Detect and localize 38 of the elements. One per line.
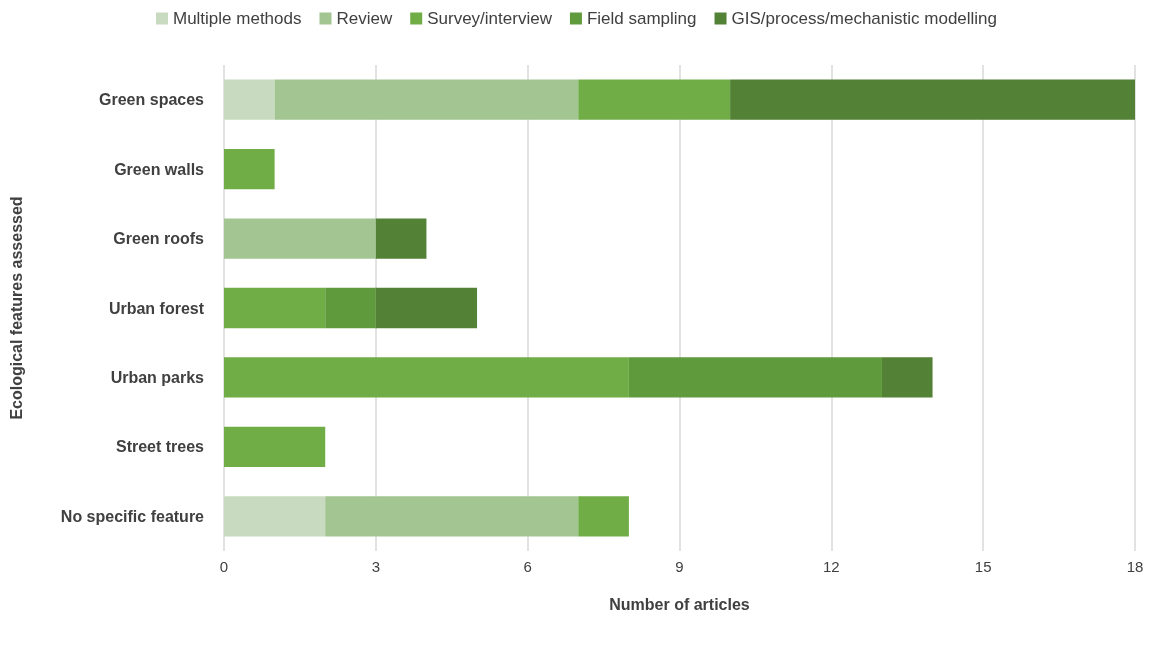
y-tick-label: Green spaces: [99, 91, 205, 109]
x-tick-label: 15: [974, 558, 992, 575]
bar: [578, 496, 629, 537]
y-tick-label: Green walls: [114, 160, 205, 178]
bar: [224, 357, 629, 398]
x-tick-label: 3: [371, 558, 381, 575]
y-tick-label: No specific feature: [60, 507, 205, 525]
bar: [375, 218, 427, 259]
x-tick-label: 12: [822, 558, 840, 575]
bar: [224, 149, 275, 190]
legend-label: Review: [336, 9, 393, 28]
bar: [224, 426, 326, 467]
bar: [628, 357, 882, 398]
bar: [325, 287, 376, 329]
bar: [224, 287, 326, 329]
bar: [224, 218, 376, 259]
bar: [325, 496, 579, 537]
bar: [375, 287, 478, 329]
bar: [224, 496, 326, 537]
bar: [578, 79, 731, 120]
bar: [730, 79, 1135, 120]
bar: [274, 79, 579, 120]
x-tick-label: 18: [1126, 558, 1144, 575]
legend-label: Survey/interview: [427, 9, 553, 28]
y-tick-label: Urban forest: [108, 299, 205, 317]
x-tick-label: 6: [523, 558, 532, 575]
x-tick-label: 9: [675, 558, 684, 575]
y-tick-label: Green roofs: [113, 230, 205, 248]
legend-label: Field sampling: [586, 9, 697, 28]
y-tick-label: Street trees: [115, 438, 205, 456]
bar: [224, 79, 275, 120]
x-tick-label: 0: [219, 558, 229, 575]
y-axis-title: Ecological features assessed: [7, 196, 25, 420]
x-axis-title: Number of articles: [609, 595, 750, 613]
legend-label: GIS/process/mechanistic modelling: [731, 9, 998, 28]
y-tick-label: Urban parks: [110, 368, 205, 386]
legend-label: Multiple methods: [172, 9, 302, 28]
bar: [881, 357, 933, 398]
